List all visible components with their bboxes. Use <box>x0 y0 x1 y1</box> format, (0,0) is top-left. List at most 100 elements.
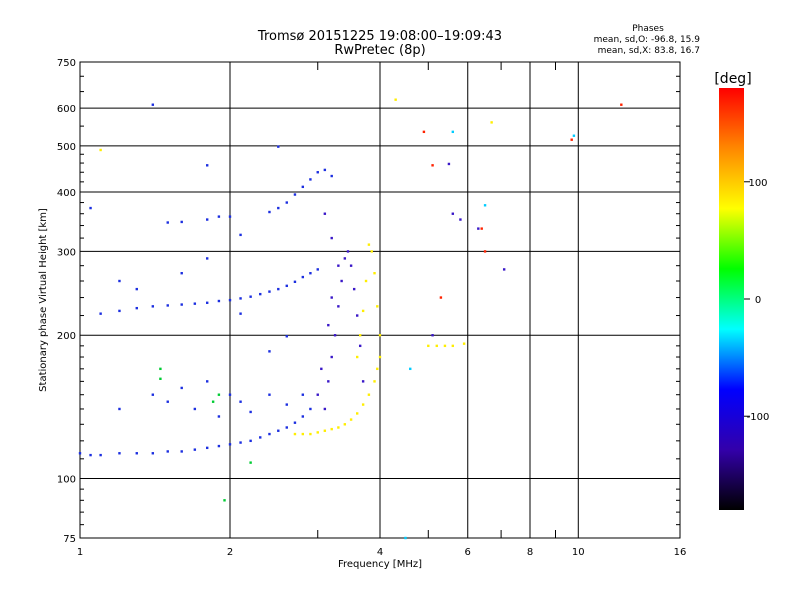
data-point <box>361 380 365 383</box>
data-point <box>193 302 197 305</box>
data-point <box>99 312 102 315</box>
data-point <box>327 380 330 383</box>
data-point <box>217 299 221 303</box>
data-point <box>490 121 493 124</box>
data-point <box>293 432 297 436</box>
data-point <box>378 355 382 359</box>
data-point <box>268 432 271 436</box>
data-point <box>309 178 312 181</box>
y-tick-label: 500 <box>57 142 76 153</box>
data-point <box>355 355 359 359</box>
data-point <box>205 301 209 304</box>
data-point <box>78 452 82 455</box>
stats-line-o: mean, sd,O: -96.8, 15.9 <box>594 35 701 45</box>
data-point <box>249 439 252 443</box>
data-point <box>151 103 155 106</box>
data-point <box>323 429 327 432</box>
data-point <box>217 444 221 448</box>
data-point <box>205 380 209 383</box>
data-point <box>118 407 121 411</box>
data-point <box>277 429 280 432</box>
data-point <box>502 268 506 271</box>
data-point <box>330 174 333 178</box>
data-point <box>451 344 455 348</box>
data-point <box>180 303 183 306</box>
data-point <box>293 280 297 283</box>
data-point <box>249 410 252 414</box>
data-point <box>293 421 297 424</box>
data-point <box>151 305 155 308</box>
data-point <box>447 162 451 166</box>
data-point <box>367 393 371 396</box>
data-point <box>323 212 327 215</box>
data-point <box>570 138 573 141</box>
data-point <box>301 415 305 418</box>
x-tick-label: 4 <box>377 547 383 558</box>
data-point <box>193 448 197 451</box>
chart-title: Tromsø 20151225 19:08:00–19:09:43 <box>257 29 502 44</box>
data-point <box>316 431 319 434</box>
data-point <box>333 334 337 337</box>
data-point <box>118 309 121 313</box>
data-point <box>259 436 262 439</box>
data-point <box>431 164 434 167</box>
data-point <box>355 314 359 317</box>
data-point <box>180 272 183 275</box>
data-point <box>301 393 305 396</box>
data-point <box>166 221 169 224</box>
data-point <box>620 103 623 106</box>
data-point <box>309 407 312 411</box>
y-tick-label: 600 <box>57 104 76 115</box>
y-tick-label: 75 <box>63 534 76 545</box>
colorbar-tick-label: 0 <box>755 295 761 306</box>
x-tick-label: 1 <box>77 547 83 558</box>
data-point <box>431 334 434 337</box>
data-point <box>277 206 280 210</box>
colorbar-tick-label: -100 <box>747 412 770 423</box>
data-point <box>151 393 155 396</box>
y-tick-label: 750 <box>57 58 76 69</box>
data-point <box>228 393 232 396</box>
data-point <box>205 218 209 221</box>
data-point <box>346 250 350 253</box>
data-point <box>89 453 92 457</box>
data-point <box>572 134 576 137</box>
colorbar-label: [deg] <box>714 71 751 87</box>
data-point <box>249 461 252 464</box>
data-point <box>268 290 271 293</box>
data-point <box>394 98 397 101</box>
x-tick-label: 8 <box>527 547 533 558</box>
data-point <box>239 400 242 403</box>
data-point <box>376 305 379 308</box>
data-point <box>285 284 288 288</box>
data-point <box>358 334 362 337</box>
data-point <box>135 287 138 291</box>
data-point <box>217 393 221 396</box>
data-point <box>166 304 169 307</box>
data-point <box>364 279 368 283</box>
data-point <box>355 412 359 415</box>
y-tick-label: 100 <box>57 475 76 486</box>
data-point <box>316 393 319 396</box>
data-point <box>327 323 330 327</box>
data-point <box>373 272 376 275</box>
data-point <box>323 168 327 172</box>
data-point <box>268 350 271 353</box>
data-point <box>451 130 455 134</box>
data-point <box>378 334 382 337</box>
stats-line-x: mean, sd,X: 83.8, 16.7 <box>598 46 700 56</box>
data-point <box>228 298 232 302</box>
data-point <box>337 264 340 267</box>
data-point <box>166 450 169 453</box>
data-point <box>343 423 347 426</box>
data-point <box>370 250 373 253</box>
data-point <box>228 215 232 218</box>
data-point <box>277 287 280 291</box>
data-point <box>217 415 221 418</box>
data-point <box>427 344 430 348</box>
data-point <box>293 193 297 196</box>
data-point <box>409 367 412 371</box>
data-point <box>99 148 102 152</box>
y-axis-label: Stationary phase Virtual Height [km] <box>38 208 49 392</box>
